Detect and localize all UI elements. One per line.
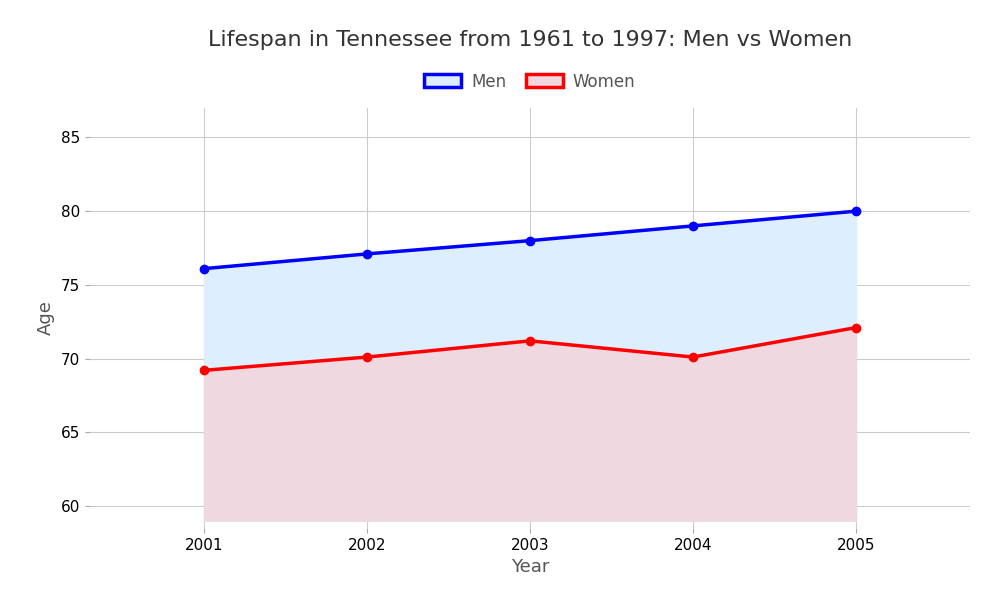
X-axis label: Year: Year — [511, 558, 549, 576]
Legend: Men, Women: Men, Women — [418, 66, 642, 97]
Title: Lifespan in Tennessee from 1961 to 1997: Men vs Women: Lifespan in Tennessee from 1961 to 1997:… — [208, 29, 852, 49]
Y-axis label: Age: Age — [37, 301, 55, 335]
